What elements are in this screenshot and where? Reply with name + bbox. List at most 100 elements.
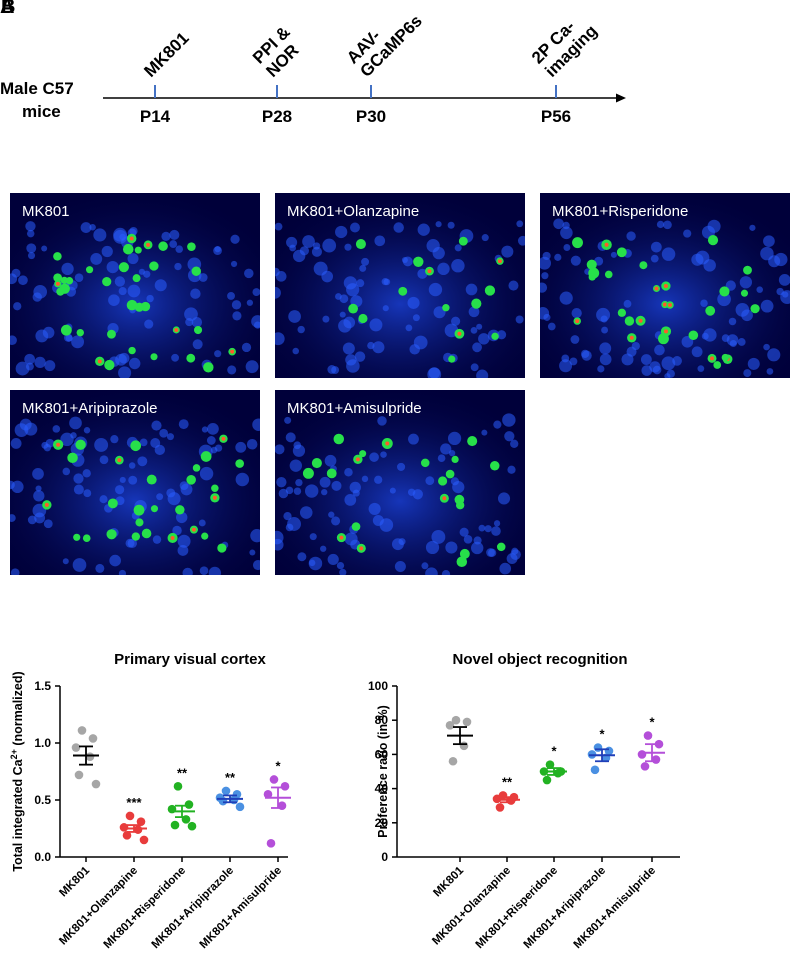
blue-cell (154, 444, 166, 456)
blue-cell (166, 433, 174, 441)
blue-cell (336, 561, 345, 570)
blue-cell (24, 353, 35, 365)
blue-cell (199, 566, 209, 575)
y-axis-label: Total integrated Ca2+ (normalized) (9, 671, 25, 871)
blue-cell (171, 353, 179, 362)
blue-cell (563, 244, 571, 251)
blue-cell (309, 533, 317, 541)
blue-cell (408, 433, 419, 445)
data-point (604, 746, 614, 756)
green-cell (53, 273, 63, 283)
green-cell (484, 285, 496, 296)
blue-cell (760, 299, 774, 313)
blue-cell (177, 545, 189, 556)
blue-cell (275, 530, 284, 545)
blue-cell (368, 502, 381, 515)
x-tick-label: MK801 (57, 864, 92, 899)
green-cell (107, 329, 116, 339)
green-cell (65, 277, 74, 285)
red-cell-core (221, 436, 226, 441)
blue-cell (177, 534, 191, 548)
blue-cell (198, 519, 206, 527)
x-tick-label: MK801+Amisulpride (572, 865, 658, 951)
green-cell (211, 484, 219, 492)
blue-cell (138, 268, 146, 275)
significance-marker: * (551, 744, 557, 759)
blue-cell (169, 229, 180, 240)
blue-cell (201, 426, 209, 433)
blue-cell (26, 229, 35, 238)
data-point (542, 775, 552, 785)
blue-cell (161, 231, 171, 241)
blue-cell (356, 279, 365, 288)
blue-cell (476, 369, 489, 378)
green-cell (56, 287, 65, 296)
data-point (269, 775, 279, 784)
data-point (448, 756, 458, 766)
blue-cell (428, 282, 443, 297)
data-point (218, 796, 228, 806)
blue-cell (246, 299, 254, 306)
data-point (184, 800, 194, 809)
panel-letter-a: A (0, 0, 15, 18)
red-cell-core (442, 496, 447, 501)
blue-cell (484, 525, 492, 533)
timeline-day-label: P14 (140, 107, 171, 126)
blue-cell (106, 260, 119, 274)
blue-cell (349, 481, 361, 494)
blue-cell (331, 480, 342, 491)
data-point (187, 821, 197, 831)
data-point (229, 795, 239, 805)
blue-cell (481, 429, 488, 436)
green-cell (186, 353, 196, 363)
blue-cell (172, 525, 182, 536)
blue-cell (175, 245, 184, 253)
blue-cell (288, 310, 301, 323)
green-cell (586, 259, 597, 270)
green-cell (442, 304, 450, 312)
green-cell (200, 451, 212, 462)
y-tick-label: 100 (368, 679, 388, 693)
blue-cell (510, 439, 519, 448)
red-cell-core (56, 442, 61, 447)
data-point (553, 768, 563, 778)
green-cell (616, 247, 627, 258)
blue-cell (599, 342, 612, 355)
x-tick-label: MK801+Risperidone (474, 865, 560, 951)
blue-cell (417, 268, 428, 279)
blue-cell (451, 258, 465, 273)
green-cell (201, 532, 209, 540)
blue-cell (570, 255, 581, 266)
y-tick-label: 0.5 (34, 793, 51, 807)
green-cell (471, 298, 482, 309)
blue-cell (515, 315, 524, 324)
blue-cell (125, 538, 135, 548)
green-cell (146, 474, 157, 485)
blue-cell (80, 222, 92, 233)
green-cell (217, 543, 227, 553)
blue-cell (128, 462, 136, 469)
blue-cell (570, 335, 580, 344)
significance-marker: * (599, 727, 605, 742)
green-cell (192, 464, 201, 472)
green-cell (359, 450, 367, 458)
blue-cell (470, 326, 478, 334)
blue-cell (372, 341, 385, 354)
data-point (601, 753, 611, 763)
micrograph-cells (10, 193, 260, 378)
blue-cell (599, 353, 612, 366)
blue-cell (472, 342, 482, 353)
blue-cell (559, 359, 573, 373)
green-cell (454, 494, 465, 505)
y-axis-label-text: Preference ratio (in %) (376, 705, 390, 838)
red-cell-core (191, 527, 196, 532)
y-axis-label: Preference ratio (in %) (376, 705, 390, 838)
blue-cell (115, 485, 125, 495)
red-cell-core (667, 302, 672, 307)
blue-cell (213, 246, 222, 256)
blue-cell (62, 467, 71, 476)
blue-cell (432, 246, 445, 260)
data-point (167, 804, 177, 814)
red-cell-core (359, 546, 364, 551)
blue-cell (441, 570, 451, 575)
